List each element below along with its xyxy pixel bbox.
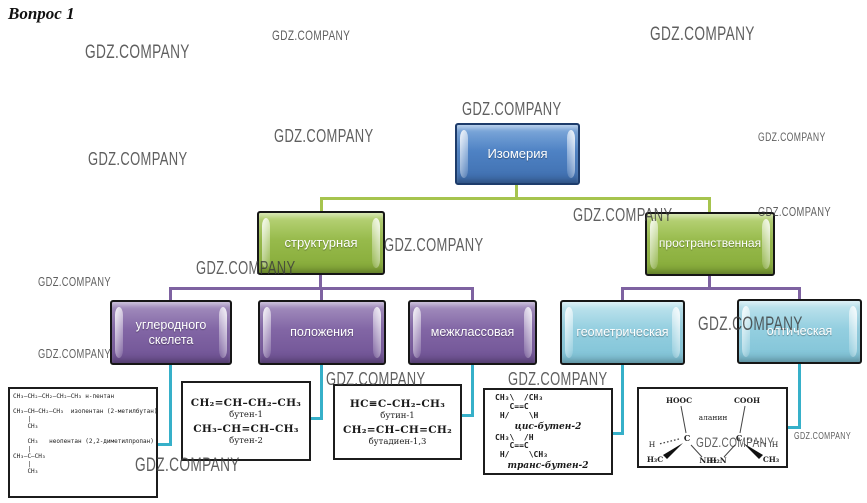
hydrogen-right: H [772,440,779,449]
acid-group-left: HOOC [666,396,692,405]
connector-structural-stem [319,275,322,289]
connector-root-drop-right [708,197,711,213]
watermark: GDZ.COMPANY [38,346,111,361]
name-butyne-1: бутин-1 [380,411,415,421]
formula-butyne-1: HC≡C–CH₂–CH₃ [349,398,446,410]
connector-example-1-elbow [158,443,172,446]
structure-trans-butene-2: CH₃\ /H C==C H/ \CH₃ [495,432,548,460]
formula-butene-1: CH₂=CH–CH₂–CH₃ [190,397,302,409]
watermark: GDZ.COMPANY [85,42,190,63]
watermark: GDZ.COMPANY [508,369,608,389]
chiral-carbon-right: C [736,433,742,443]
node-spatial: пространственная [645,212,775,276]
connector-root-drop-left [320,197,323,212]
wedge-bond [663,443,683,459]
connector-example-5-vertical [798,364,801,429]
bond-line [690,444,703,458]
watermark: GDZ.COMPANY [38,274,111,289]
connector-structural-drop-2 [320,287,323,300]
connector-structural-drop-1 [169,287,172,300]
connector-spatial-stem [708,276,711,289]
name-cis-butene-2: цис-бутен-2 [514,421,582,432]
watermark: GDZ.COMPANY [573,205,673,225]
connector-example-5-elbow [788,426,801,429]
node-label: структурная [284,234,358,250]
connector-example-2-vertical [320,365,323,420]
methyl-right: CH₃ [763,455,779,464]
interclass-examples: HC≡C–CH₂–CH₃ бутин-1 CH₂=CH–CH=CH₂ бутад… [335,386,460,462]
connector-spatial-horizontal [621,287,801,290]
name-butene-1: бутен-1 [229,410,263,420]
node-carbon-skeleton: углеродного скелета [110,300,232,365]
pentane-isomers-formulas: CH₃–CH₂–CH₂–CH₂–CH₃ н-пентан CH₃–CH–CH₂–… [13,393,158,475]
watermark: GDZ.COMPANY [698,314,803,335]
dashed-bond [658,438,680,445]
connector-spatial-drop-1 [621,287,624,300]
node-interclass: межклассовая [408,300,537,365]
watermark: GDZ.COMPANY [696,434,775,450]
connector-example-3-vertical [471,365,474,417]
bond-line [723,444,736,458]
structure-cis-butene-2: CH₃\ /CH₃ C==C H/ \H [495,393,544,420]
amino-left: NH₂ [699,456,716,465]
example-box-carbon-skeleton: CH₃–CH₂–CH₂–CH₂–CH₃ н-пентан CH₃–CH–CH₂–… [8,387,158,498]
watermark: GDZ.COMPANY [758,130,826,144]
page-title: Вопрос 1 [8,4,75,23]
node-label: оптическая [766,324,833,339]
methyl-left: H₃C [647,455,663,464]
watermark: GDZ.COMPANY [272,27,351,43]
bond-line [739,405,746,434]
node-label: углеродного скелета [135,318,207,347]
hydrogen-left: H [649,440,656,449]
geometric-examples: CH₃\ /CH₃ C==C H/ \H цис-бутен-2 CH₃\ /H… [485,390,611,477]
node-label: Изомерия [487,145,548,161]
watermark: GDZ.COMPANY [794,431,852,442]
connector-root-horizontal [320,197,711,200]
connector-example-3-elbow [462,414,474,417]
node-label: геометрическая [576,325,669,340]
formula-butadiene: CH₂=CH–CH=CH₂ [342,424,453,436]
node-label: положения [290,325,354,340]
formula-butene-2: CH₃–CH=CH–CH₃ [193,423,299,435]
chiral-carbon-left: C [684,433,690,443]
connector-example-4-elbow [613,432,624,435]
name-trans-butene-2: транс-бутен-2 [507,460,589,471]
name-butene-2: бутен-2 [229,436,263,446]
compound-name: аланин [699,413,728,422]
alanine-structure: HOOC C H H₃C NH₂ аланин COOH C H CH₃ H₂N [647,396,779,465]
watermark: GDZ.COMPANY [326,369,426,389]
example-box-geometric: CH₃\ /CH₃ C==C H/ \H цис-бутен-2 CH₃\ /H… [483,388,613,475]
node-position: положения [258,300,386,365]
example-box-optical: HOOC C H H₃C NH₂ аланин COOH C H CH₃ H₂N [637,387,788,468]
node-isomerism-root: Изомерия [455,123,580,185]
example-box-position: CH₂=CH–CH₂–CH₃ бутен-1 CH₃–CH=CH–CH₃ бут… [181,381,311,461]
connector-example-4-vertical [621,365,624,435]
watermark: GDZ.COMPANY [88,149,188,169]
watermark: GDZ.COMPANY [650,24,755,45]
wedge-bond [743,443,763,459]
watermark: GDZ.COMPANY [196,258,296,278]
bond-line [680,405,687,434]
connector-structural-drop-3 [471,287,474,300]
name-butadiene: бутадиен-1,3 [368,437,427,447]
node-geometric: геометрическая [560,300,685,365]
amino-right: H₂N [709,456,726,465]
watermark: GDZ.COMPANY [135,455,240,476]
connector-root-stem [515,185,518,199]
position-examples: CH₂=CH–CH₂–CH₃ бутен-1 CH₃–CH=CH–CH₃ бут… [183,383,309,463]
example-box-interclass: HC≡C–CH₂–CH₃ бутин-1 CH₂=CH–CH=CH₂ бутад… [333,384,462,460]
watermark: GDZ.COMPANY [384,235,484,255]
acid-group-right: COOH [734,396,760,405]
connector-spatial-drop-2 [798,287,801,300]
node-label: межклассовая [430,325,515,340]
connector-example-1-vertical [169,365,172,446]
watermark: GDZ.COMPANY [462,99,562,119]
watermark: GDZ.COMPANY [274,126,374,146]
node-structural: структурная [257,211,385,275]
watermark: GDZ.COMPANY [758,204,831,219]
connector-example-2-elbow [311,417,323,420]
node-label: пространственная [658,236,762,251]
node-optical: оптическая [737,299,862,364]
